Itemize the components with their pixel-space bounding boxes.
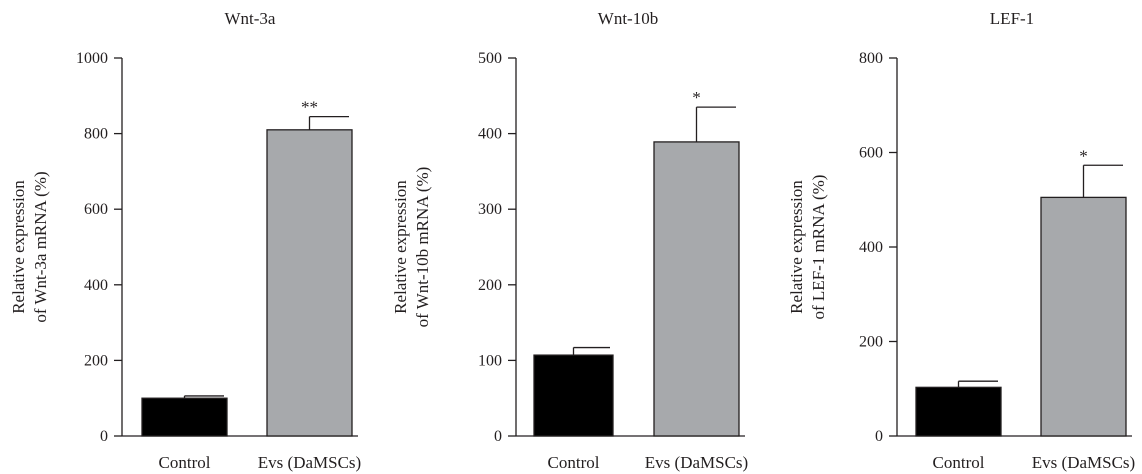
chart-2-error-bar xyxy=(572,346,610,356)
chart-1-category-label: Evs (DaMSCs) xyxy=(258,453,361,472)
chart-1-y-tick-label: 400 xyxy=(84,277,108,294)
chart-3-y-tick-label: 600 xyxy=(859,145,883,162)
chart-2-category-label: Evs (DaMSCs) xyxy=(645,453,748,472)
chart-1-category-label: Control xyxy=(159,453,211,472)
chart-2-category-label: Control xyxy=(548,453,600,472)
chart-2-y-tick-label: 200 xyxy=(478,277,502,294)
chart-2-y-tick-label: 400 xyxy=(478,126,502,143)
chart-1-bar-control xyxy=(141,397,228,437)
chart-3-bar-control xyxy=(915,386,1002,437)
chart-2-title: Wnt-10b xyxy=(598,9,658,28)
chart-1-y-axis-label: of Wnt-3a mRNA (%) xyxy=(31,171,50,322)
chart-1-y-tick-label: 1000 xyxy=(76,50,108,67)
chart-3-y-axis-label: Relative expression xyxy=(787,180,806,314)
chart-1-bar-evs xyxy=(266,129,353,437)
chart-3-category-label: Evs (DaMSCs) xyxy=(1032,453,1135,472)
chart-2-y-tick-label: 500 xyxy=(478,50,502,67)
chart-2-bar-evs xyxy=(653,141,740,437)
chart-1-title: Wnt-3a xyxy=(225,9,276,28)
chart-2-error-bar xyxy=(695,106,736,142)
chart-2-y-axis-label: of Wnt-10b mRNA (%) xyxy=(413,167,432,328)
chart-2-y-tick-label: 0 xyxy=(494,428,502,445)
chart-3-significance-label: * xyxy=(1079,146,1088,165)
chart-1-y-tick-label: 0 xyxy=(100,428,108,445)
chart-2-significance-label: * xyxy=(692,88,701,107)
chart-1-error-bar xyxy=(308,115,349,130)
chart-3-y-tick-label: 200 xyxy=(859,334,883,351)
chart-2-bar-control xyxy=(533,354,614,437)
chart-1-y-axis-label: Relative expression xyxy=(9,180,28,314)
chart-3-category-label: Control xyxy=(933,453,985,472)
chart-3-error-bar xyxy=(1082,164,1123,198)
chart-2-y-tick-label: 300 xyxy=(478,201,502,218)
chart-3-title: LEF-1 xyxy=(990,9,1034,28)
chart-3-y-tick-label: 800 xyxy=(859,50,883,67)
chart-2-y-tick-label: 100 xyxy=(478,352,502,369)
chart-3-bar-evs xyxy=(1040,196,1127,437)
chart-3-y-tick-label: 0 xyxy=(875,428,883,445)
chart-3-y-axis-label: of LEF-1 mRNA (%) xyxy=(809,175,828,320)
chart-1-significance-label: ** xyxy=(301,98,318,117)
chart-1-y-tick-label: 800 xyxy=(84,126,108,143)
chart-3-error-bar xyxy=(957,380,998,388)
chart-2-y-axis-label: Relative expression xyxy=(391,180,410,314)
chart-1-y-tick-label: 600 xyxy=(84,201,108,218)
chart-3-y-tick-label: 400 xyxy=(859,239,883,256)
chart-1-y-tick-label: 200 xyxy=(84,352,108,369)
chart-1-error-bar xyxy=(183,395,224,399)
